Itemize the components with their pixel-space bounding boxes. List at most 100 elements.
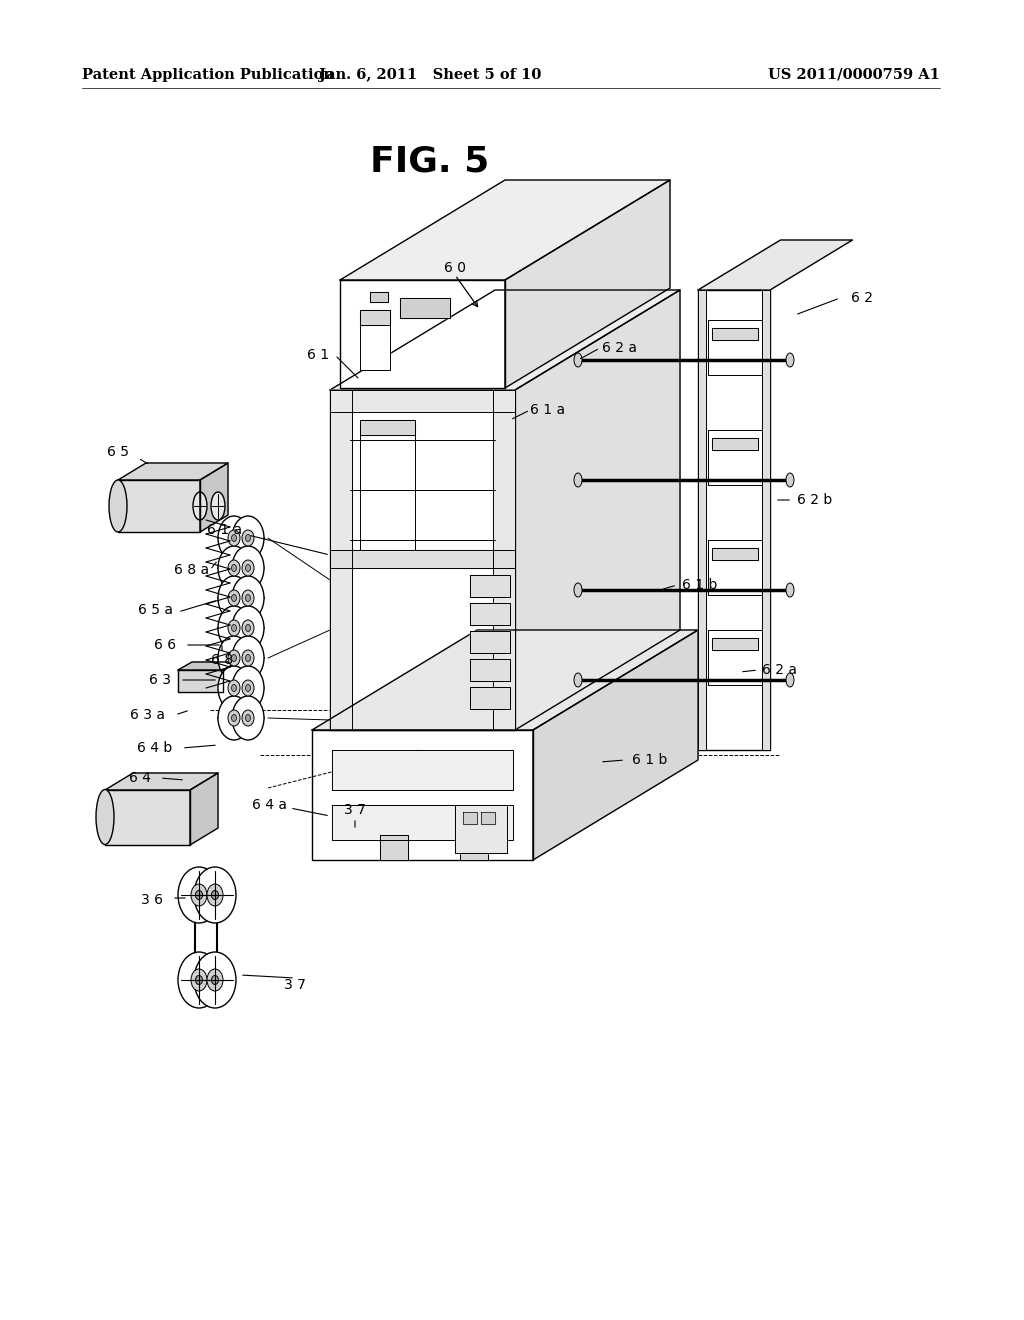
Ellipse shape — [242, 710, 254, 726]
Polygon shape — [330, 550, 515, 568]
Text: 6 2: 6 2 — [851, 290, 873, 305]
Ellipse shape — [218, 696, 250, 741]
Ellipse shape — [246, 685, 251, 692]
Polygon shape — [712, 638, 758, 649]
Ellipse shape — [193, 492, 207, 520]
Ellipse shape — [242, 649, 254, 667]
Polygon shape — [708, 540, 762, 595]
Text: 6 2 a: 6 2 a — [602, 341, 638, 355]
Text: 6 1 b: 6 1 b — [632, 752, 668, 767]
Polygon shape — [312, 730, 534, 861]
Ellipse shape — [242, 590, 254, 606]
Polygon shape — [380, 836, 408, 861]
Text: 6 3 a: 6 3 a — [130, 708, 166, 722]
Polygon shape — [534, 630, 698, 861]
Ellipse shape — [232, 636, 264, 680]
Text: 6 8: 6 8 — [211, 653, 233, 667]
Ellipse shape — [231, 685, 237, 692]
Ellipse shape — [231, 535, 237, 541]
Polygon shape — [712, 327, 758, 341]
Ellipse shape — [242, 620, 254, 636]
Polygon shape — [470, 603, 510, 624]
Ellipse shape — [231, 565, 237, 572]
Ellipse shape — [228, 649, 240, 667]
Ellipse shape — [242, 560, 254, 576]
Polygon shape — [330, 389, 515, 412]
Ellipse shape — [228, 620, 240, 636]
Polygon shape — [178, 663, 237, 671]
Text: 3 7: 3 7 — [344, 803, 366, 817]
Polygon shape — [712, 438, 758, 450]
Ellipse shape — [207, 969, 223, 991]
Text: 6 1 a: 6 1 a — [208, 523, 243, 537]
Polygon shape — [460, 836, 488, 861]
Ellipse shape — [232, 667, 264, 710]
Text: 6 0: 6 0 — [444, 261, 466, 275]
Ellipse shape — [574, 352, 582, 367]
Polygon shape — [493, 389, 515, 730]
Ellipse shape — [246, 655, 251, 661]
Text: FIG. 5: FIG. 5 — [371, 145, 489, 180]
Polygon shape — [470, 686, 510, 709]
Text: 6 2 a: 6 2 a — [763, 663, 798, 677]
Text: 6 4: 6 4 — [129, 771, 151, 785]
Ellipse shape — [218, 636, 250, 680]
Polygon shape — [118, 480, 200, 532]
Ellipse shape — [194, 867, 236, 923]
Ellipse shape — [786, 583, 794, 597]
Ellipse shape — [228, 590, 240, 606]
Polygon shape — [463, 812, 477, 824]
Polygon shape — [708, 430, 762, 484]
Text: 6 2 b: 6 2 b — [798, 492, 833, 507]
Polygon shape — [178, 671, 223, 692]
Ellipse shape — [228, 531, 240, 546]
Polygon shape — [708, 630, 762, 685]
Ellipse shape — [574, 473, 582, 487]
Ellipse shape — [212, 975, 218, 985]
Polygon shape — [470, 659, 510, 681]
Ellipse shape — [228, 680, 240, 696]
Polygon shape — [360, 420, 415, 550]
Polygon shape — [105, 774, 218, 789]
Polygon shape — [190, 774, 218, 845]
Ellipse shape — [246, 624, 251, 631]
Text: 6 5 a: 6 5 a — [137, 603, 172, 616]
Polygon shape — [698, 290, 706, 750]
Ellipse shape — [228, 710, 240, 726]
Ellipse shape — [786, 352, 794, 367]
Text: 6 4 b: 6 4 b — [137, 741, 173, 755]
Ellipse shape — [246, 565, 251, 572]
Polygon shape — [360, 310, 390, 325]
Ellipse shape — [231, 624, 237, 631]
Polygon shape — [312, 630, 698, 730]
Polygon shape — [698, 290, 770, 750]
Polygon shape — [332, 805, 513, 840]
Polygon shape — [470, 576, 510, 597]
Polygon shape — [330, 290, 680, 389]
Polygon shape — [360, 420, 415, 436]
Text: US 2011/0000759 A1: US 2011/0000759 A1 — [768, 69, 940, 82]
Polygon shape — [360, 310, 390, 370]
Ellipse shape — [786, 473, 794, 487]
Ellipse shape — [232, 696, 264, 741]
Ellipse shape — [218, 576, 250, 620]
Ellipse shape — [228, 560, 240, 576]
Ellipse shape — [231, 714, 237, 722]
Polygon shape — [698, 240, 853, 290]
Ellipse shape — [232, 546, 264, 590]
Ellipse shape — [218, 606, 250, 649]
Ellipse shape — [211, 492, 225, 520]
Polygon shape — [400, 298, 450, 318]
Ellipse shape — [231, 594, 237, 602]
Text: 6 4 a: 6 4 a — [253, 799, 288, 812]
Polygon shape — [708, 319, 762, 375]
Ellipse shape — [218, 516, 250, 560]
Polygon shape — [330, 389, 352, 730]
Text: 6 1 a: 6 1 a — [530, 403, 565, 417]
Text: 3 6: 3 6 — [141, 894, 163, 907]
Ellipse shape — [178, 867, 220, 923]
Text: 6 3: 6 3 — [150, 673, 171, 686]
Ellipse shape — [218, 667, 250, 710]
Polygon shape — [762, 290, 770, 750]
Text: 6 5: 6 5 — [106, 445, 129, 459]
